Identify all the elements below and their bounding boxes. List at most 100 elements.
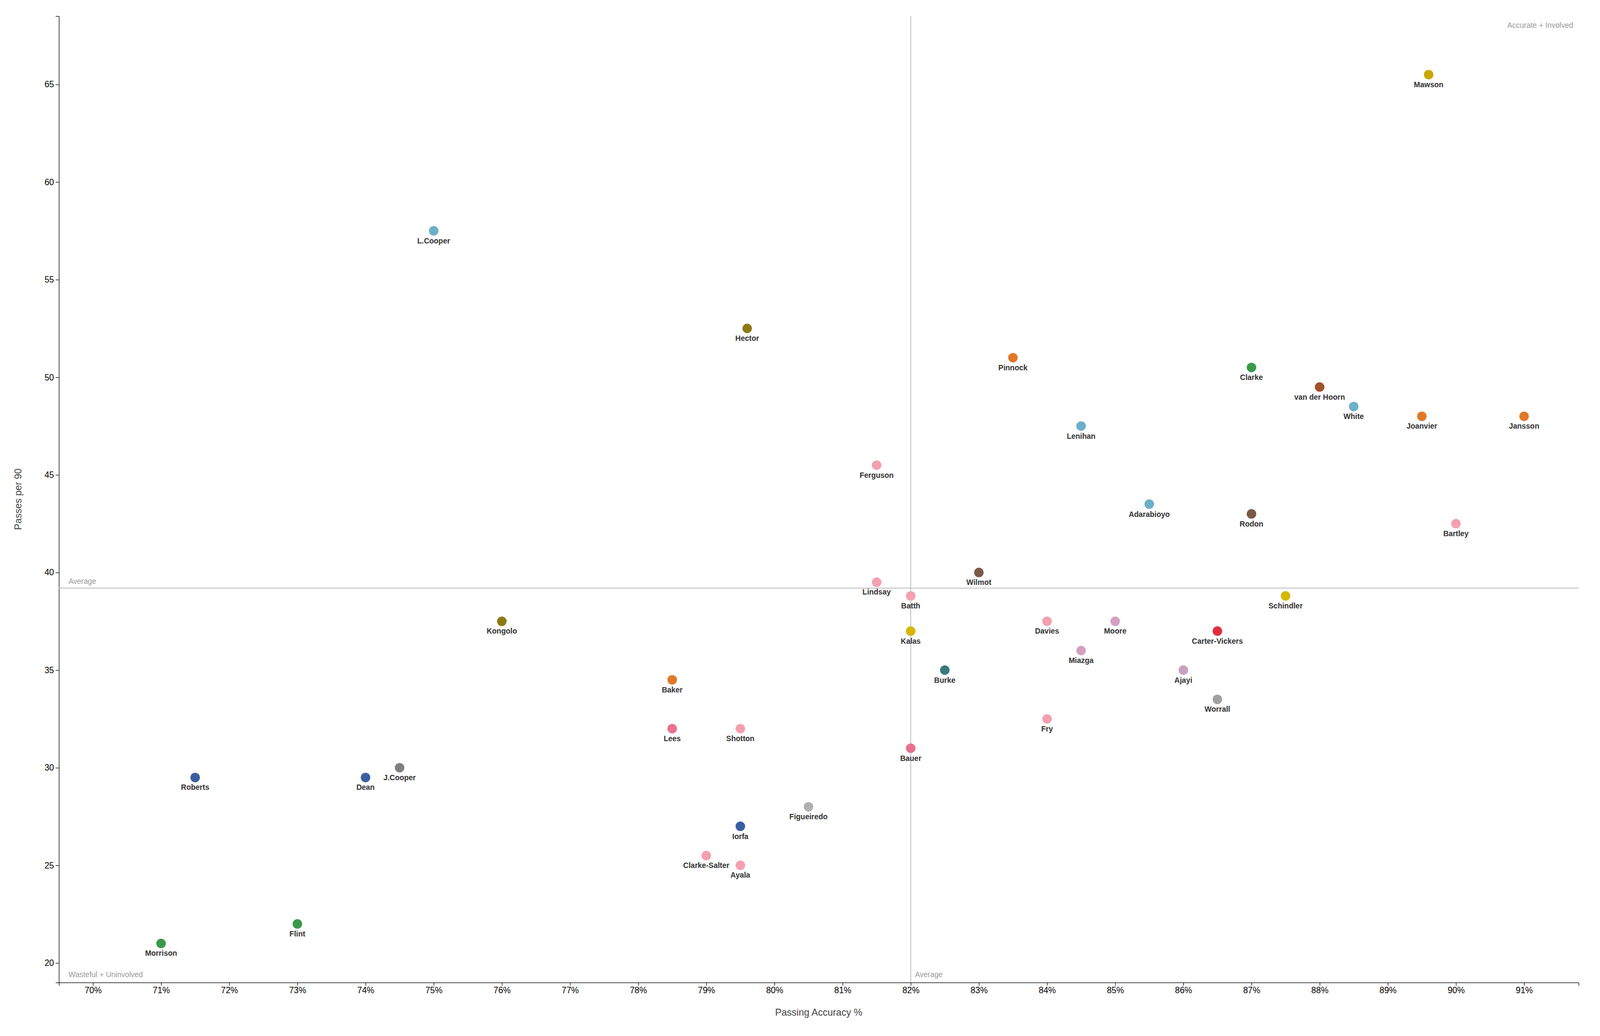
- point-label: Flint: [289, 929, 306, 938]
- y-tick-mark: [55, 474, 59, 476]
- x-tick: 75%: [425, 982, 443, 995]
- point: [735, 860, 746, 870]
- y-tick: 40: [44, 567, 59, 577]
- y-axis-title: Passes per 90: [12, 468, 24, 530]
- point: [1314, 381, 1325, 392]
- x-tick: 77%: [561, 982, 579, 995]
- y-tick-label: 20: [44, 958, 55, 968]
- x-tick-mark: [1183, 982, 1184, 986]
- y-tick-label: 35: [44, 665, 55, 675]
- x-tick-label: 85%: [1106, 985, 1124, 995]
- x-tick-label: 89%: [1379, 985, 1397, 995]
- y-tick-label: 55: [44, 274, 55, 285]
- point: [871, 577, 882, 587]
- x-tick-label: 86%: [1175, 985, 1193, 995]
- point-label: Lees: [663, 733, 681, 743]
- x-tick: 79%: [698, 982, 716, 995]
- point-label: Dean: [356, 782, 375, 792]
- x-axis-title: Passing Accuracy %: [775, 1006, 863, 1018]
- x-tick: 91%: [1516, 982, 1534, 995]
- point-label: Hector: [735, 333, 760, 343]
- x-tick-label: 90%: [1447, 985, 1465, 995]
- point: [394, 762, 405, 773]
- point: [905, 743, 916, 753]
- x-tick-mark: [433, 982, 435, 986]
- y-tick: 65: [44, 79, 59, 89]
- chart: 70%71%72%73%74%75%76%77%78%79%80%81%82%8…: [0, 0, 1600, 1036]
- x-tick: 89%: [1379, 982, 1397, 995]
- x-tick-mark: [842, 982, 844, 986]
- x-tick: 73%: [288, 982, 306, 995]
- corner-label: Accurate + Involved: [1507, 20, 1574, 30]
- x-tick-label: 80%: [766, 985, 784, 995]
- x-tick-mark: [638, 982, 639, 986]
- point: [156, 938, 166, 948]
- y-tick: 50: [44, 372, 59, 382]
- point: [292, 919, 303, 929]
- y-tick-label: 40: [44, 567, 55, 577]
- y-tick: 25: [44, 860, 59, 870]
- point: [1076, 420, 1086, 431]
- x-tick-label: 87%: [1243, 985, 1261, 995]
- point-label: Wilmot: [966, 577, 992, 587]
- x-tick-mark: [501, 982, 503, 986]
- x-axis: 70%71%72%73%74%75%76%77%78%79%80%81%82%8…: [59, 982, 1580, 995]
- y-tick-mark: [55, 767, 59, 769]
- point: [1417, 411, 1427, 421]
- point-label: Clarke: [1239, 372, 1263, 382]
- point-label: Worrall: [1204, 704, 1231, 714]
- point-label: Burke: [934, 675, 956, 685]
- point-label: Jansson: [1509, 421, 1540, 431]
- x-tick: 78%: [629, 982, 647, 995]
- point-label: van der Hoorn: [1294, 392, 1345, 402]
- point: [1212, 625, 1223, 636]
- x-tick-label: 83%: [970, 985, 988, 995]
- x-tick: 84%: [1038, 982, 1056, 995]
- point: [735, 821, 746, 831]
- x-tick-label: 77%: [561, 985, 579, 995]
- point: [667, 723, 678, 734]
- point: [1144, 499, 1154, 509]
- y-tick: 55: [44, 274, 59, 285]
- point-label: Baker: [661, 685, 683, 694]
- x-tick-mark: [569, 982, 571, 986]
- point-label: Morrison: [144, 948, 178, 958]
- point-label: Lenihan: [1066, 431, 1096, 441]
- y-tick-mark: [55, 669, 59, 671]
- x-tick: 74%: [357, 982, 375, 995]
- point-label: Iorfa: [732, 831, 749, 841]
- point: [429, 225, 439, 236]
- x-tick-label: 79%: [698, 985, 716, 995]
- x-tick: 87%: [1243, 982, 1261, 995]
- point-label: L.Cooper: [417, 236, 451, 246]
- y-tick-mark: [55, 181, 59, 183]
- point-label: Moore: [1104, 626, 1127, 635]
- point: [905, 591, 916, 601]
- x-tick-mark: [161, 982, 162, 986]
- point-label: Batth: [901, 601, 921, 610]
- point: [190, 772, 201, 783]
- x-tick-label: 88%: [1311, 985, 1329, 995]
- y-tick-mark: [55, 279, 59, 281]
- point: [1042, 616, 1052, 626]
- point: [1246, 508, 1257, 519]
- x-tick-label: 71%: [152, 985, 171, 995]
- average-label: Average: [914, 969, 943, 979]
- point: [939, 664, 950, 675]
- corner-label: Wasteful + Uninvolved: [68, 969, 143, 979]
- x-tick: 70%: [84, 982, 102, 995]
- x-tick: 86%: [1175, 982, 1193, 995]
- point: [742, 323, 753, 334]
- x-tick-label: 74%: [357, 985, 375, 995]
- point-label: Bartley: [1443, 529, 1469, 538]
- y-tick-label: 30: [44, 762, 55, 772]
- x-tick-mark: [1524, 982, 1525, 986]
- x-tick-mark: [365, 982, 366, 986]
- point-label: Clarke-Salter: [683, 860, 730, 870]
- x-tick: 85%: [1106, 982, 1124, 995]
- point-label: Kongolo: [486, 626, 518, 635]
- y-tick-mark: [55, 377, 59, 378]
- point: [667, 674, 678, 685]
- point-label: Roberts: [180, 782, 210, 792]
- average-label: Average: [68, 576, 97, 586]
